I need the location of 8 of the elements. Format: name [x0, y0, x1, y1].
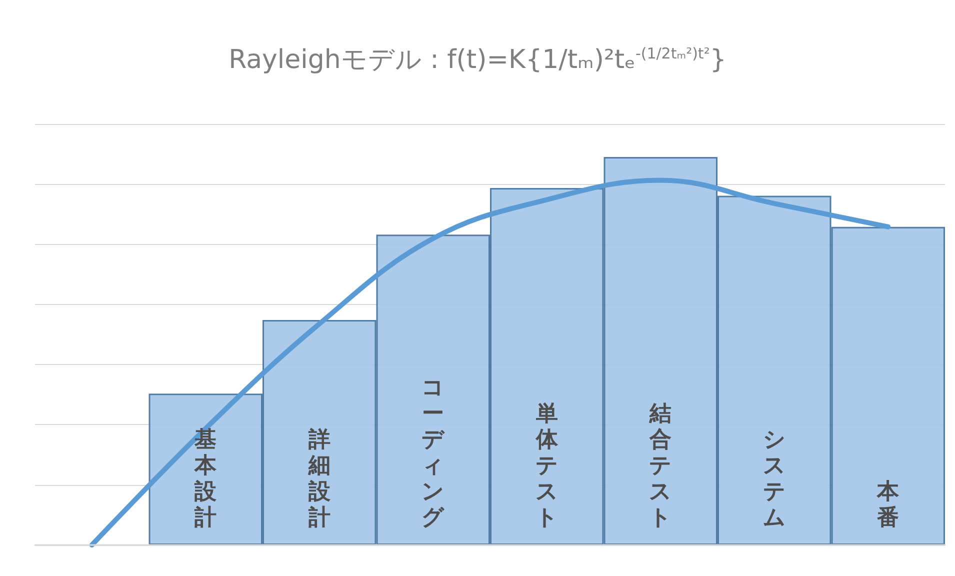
x-tick-label: 詳細設計: [307, 428, 332, 530]
x-tick-label: コーディング: [422, 376, 446, 530]
x-tick-label: 基本設計: [194, 428, 218, 530]
chart-title: Rayleighモデル : f(t)=K{1/tₘ)²tₑ$^{-(1/2tₘ²)t²}$}: [228, 43, 728, 77]
x-tick-label: 本番: [876, 480, 900, 530]
x-tick-label: システム: [762, 428, 786, 530]
x-tick-label: 単体テスト: [534, 402, 559, 530]
x-tick-label: 結合テスト: [648, 402, 672, 530]
